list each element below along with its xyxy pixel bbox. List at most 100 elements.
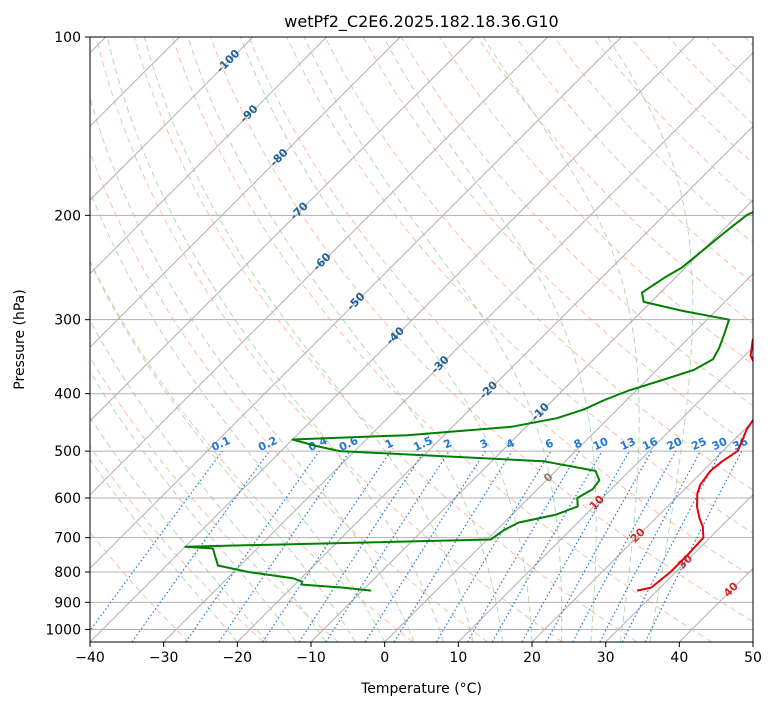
dry-adiabat — [90, 356, 339, 642]
moist-adiabat — [303, 37, 563, 642]
isotherm-line — [678, 567, 753, 642]
dry-adiabat — [286, 37, 753, 534]
mixing-ratio-line — [131, 450, 270, 642]
isotherm-line — [236, 125, 753, 642]
moist-adiabat — [106, 37, 445, 642]
dry-adiabat — [324, 37, 753, 491]
plot-frame — [89, 36, 754, 643]
mixing-ratio-line — [325, 450, 450, 642]
isotherm-line — [90, 37, 696, 642]
profile-series — [184, 210, 753, 592]
mixing-ratio-line — [393, 450, 513, 642]
y-axis-label: Pressure (hPa) — [12, 289, 28, 389]
moist-adiabat — [90, 458, 238, 642]
mixing-ratio-label: 10 — [591, 435, 611, 453]
y-tick-label: 700 — [54, 531, 81, 547]
dry-adiabat — [95, 37, 563, 642]
y-tick-label: 500 — [54, 444, 81, 460]
moist-adiabat — [90, 319, 327, 642]
mixing-ratio-line — [298, 450, 425, 642]
mixing-ratio-line — [262, 450, 392, 642]
moist-adiabat — [90, 189, 386, 642]
dry-adiabat — [553, 37, 753, 244]
moist-adiabat — [482, 37, 640, 642]
y-tick-label: 600 — [54, 491, 81, 507]
dewpoint-profile-line — [184, 210, 753, 592]
mixing-ratio-label: 20 — [665, 435, 685, 453]
x-tick-label: 50 — [744, 650, 762, 666]
temperature-profile-line — [636, 336, 753, 592]
y-tick-label: 900 — [54, 595, 81, 611]
dry-adiabat — [591, 37, 753, 204]
y-axis-ticks: 100 200 300 400 500 600 700 800 900 1000 — [45, 30, 90, 638]
dry-adiabat — [133, 37, 638, 642]
mixing-ratio-line — [466, 450, 580, 642]
x-tick-label: 10 — [449, 650, 467, 666]
x-tick-label: 0 — [380, 650, 389, 666]
dry-adiabat — [515, 37, 753, 284]
isotherm-line — [90, 37, 549, 496]
mixing-ratio-line — [185, 450, 320, 642]
x-tick-label: −40 — [75, 650, 105, 666]
isotherm-line — [90, 37, 622, 570]
x-axis-label: Temperature (°C) — [360, 681, 482, 697]
mixing-ratio-line — [545, 450, 653, 642]
isotherm-line — [384, 272, 753, 642]
y-tick-label: 800 — [54, 565, 81, 581]
y-tick-label: 300 — [54, 313, 81, 329]
dry-adiabat — [210, 37, 753, 623]
mixing-ratio-line — [90, 450, 223, 632]
mixing-ratio-line — [364, 450, 486, 642]
isotherm-line — [457, 346, 753, 642]
y-tick-label: 200 — [54, 208, 81, 224]
isotherm-line — [90, 37, 401, 349]
mixing-ratio-label: 2 — [442, 436, 454, 451]
dry-adiabat — [744, 37, 753, 47]
mixing-ratio-label: 6 — [543, 436, 556, 451]
mixing-ratio-lines — [90, 450, 743, 642]
dry-adiabat — [171, 37, 712, 642]
y-tick-label: 1000 — [45, 622, 81, 638]
dry-adiabat — [248, 37, 753, 578]
dry-adiabat — [90, 445, 264, 642]
chart-title: wetPf2_C2E6.2025.182.18.36.G10 — [284, 12, 558, 32]
mixing-ratio-line — [644, 450, 743, 642]
isotherm-line — [752, 641, 753, 642]
isotherm-line — [605, 493, 753, 642]
isotherm-line — [531, 420, 753, 642]
dry-adiabat — [90, 259, 414, 642]
moist-adiabat — [607, 37, 694, 642]
dry-adiabat — [90, 150, 488, 642]
mixing-ratio-label: 30 — [710, 435, 730, 453]
isotherm-label: 10 — [587, 493, 607, 513]
y-tick-label: 100 — [54, 30, 81, 46]
mixing-ratio-label: 4 — [504, 436, 517, 451]
x-tick-label: −10 — [296, 650, 326, 666]
moist-adiabat — [187, 37, 503, 642]
moist-adiabat — [90, 260, 356, 642]
mixing-ratio-line — [218, 450, 351, 642]
x-tick-label: 30 — [597, 650, 615, 666]
isotherm-line — [90, 37, 254, 201]
x-tick-label: 20 — [523, 650, 541, 666]
x-tick-label: −30 — [149, 650, 179, 666]
moist-adiabat — [239, 37, 533, 642]
mixing-ratio-line — [572, 450, 677, 642]
mixing-ratio-label: 16 — [640, 435, 660, 453]
x-tick-label: −20 — [223, 650, 253, 666]
isotherm-line — [163, 51, 753, 642]
dry-adiabats — [90, 37, 753, 642]
moist-adiabats — [90, 37, 694, 642]
isotherm-line — [90, 37, 475, 422]
x-tick-label: 40 — [670, 650, 688, 666]
plot-area: -100-90-80-70-60-50-40-30-20-10010203040… — [90, 37, 753, 642]
mixing-ratio-line — [521, 450, 631, 642]
x-axis-ticks: −40 −30 −20 −10 0 10 20 30 40 50 — [75, 642, 762, 666]
isotherm-line — [310, 199, 753, 642]
mixing-ratio-label: 25 — [689, 435, 708, 453]
dry-adiabat — [706, 37, 753, 86]
moist-adiabat — [143, 37, 474, 642]
dry-adiabat — [90, 531, 190, 642]
